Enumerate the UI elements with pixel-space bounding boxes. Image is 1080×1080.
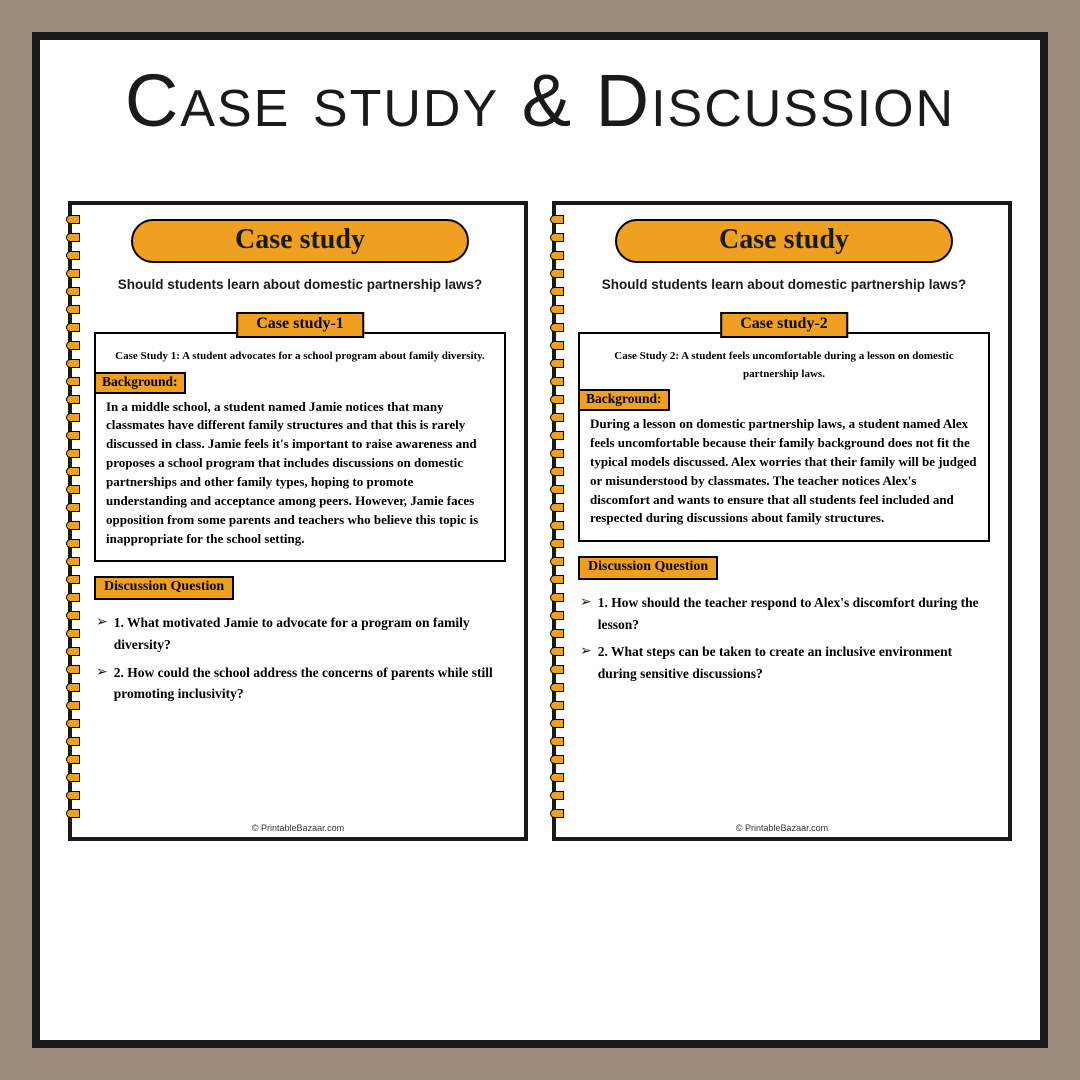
background-label: Background: — [94, 372, 186, 394]
background-text: During a lesson on domestic partnership … — [590, 415, 978, 528]
question-text: 2. How could the school address the conc… — [114, 662, 506, 705]
case-tab: Case study-2 — [720, 312, 848, 338]
case-tab: Case study-1 — [236, 312, 364, 338]
question-text: 1. How should the teacher respond to Ale… — [598, 592, 990, 635]
discussion-label: Discussion Question — [578, 556, 718, 580]
bullet-arrow-icon: ➢ — [580, 642, 592, 659]
page-subtitle: Should students learn about domestic par… — [94, 277, 506, 292]
case-intro: Case Study 2: A student feels uncomforta… — [594, 348, 974, 383]
questions-list: ➢ 1. How should the teacher respond to A… — [578, 592, 990, 684]
page-footer: © PrintableBazaar.com — [556, 823, 1008, 833]
background-label: Background: — [578, 389, 670, 411]
worksheet-page-1: Case study Should students learn about d… — [68, 201, 528, 841]
question-row: ➢ 2. How could the school address the co… — [96, 662, 506, 705]
pill-label: Case study — [235, 224, 365, 255]
page-subtitle: Should students learn about domestic par… — [578, 277, 990, 292]
worksheet-page-2: Case study Should students learn about d… — [552, 201, 1012, 841]
page-footer: © PrintableBazaar.com — [72, 823, 524, 833]
case-intro: Case Study 1: A student advocates for a … — [110, 348, 490, 366]
discussion-label: Discussion Question — [94, 576, 234, 600]
outer-frame: Case study & Discussion Case study Shoul… — [32, 32, 1048, 1048]
background-text: In a middle school, a student named Jami… — [106, 398, 494, 549]
question-row: ➢ 2. What steps can be taken to create a… — [580, 641, 990, 684]
page-inner: Case study Should students learn about d… — [72, 205, 524, 837]
question-row: ➢ 1. What motivated Jamie to advocate fo… — [96, 612, 506, 655]
question-row: ➢ 1. How should the teacher respond to A… — [580, 592, 990, 635]
pages-row: Case study Should students learn about d… — [40, 143, 1040, 841]
bullet-arrow-icon: ➢ — [96, 663, 108, 680]
title-pill: Case study — [615, 219, 953, 263]
pill-label: Case study — [719, 224, 849, 255]
page-inner: Case study Should students learn about d… — [556, 205, 1008, 837]
case-box: Case study-1 Case Study 1: A student adv… — [94, 332, 506, 562]
questions-list: ➢ 1. What motivated Jamie to advocate fo… — [94, 612, 506, 704]
title-pill: Case study — [131, 219, 469, 263]
main-title: Case study & Discussion — [40, 58, 1040, 143]
question-text: 2. What steps can be taken to create an … — [598, 641, 990, 684]
question-text: 1. What motivated Jamie to advocate for … — [114, 612, 506, 655]
bullet-arrow-icon: ➢ — [96, 613, 108, 630]
bullet-arrow-icon: ➢ — [580, 593, 592, 610]
case-box: Case study-2 Case Study 2: A student fee… — [578, 332, 990, 542]
